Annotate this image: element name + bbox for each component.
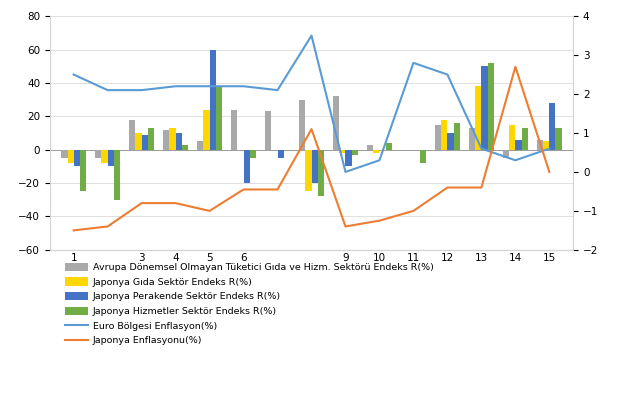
Bar [176, 133, 182, 150]
Bar [299, 100, 305, 150]
Japonya Enflasyonu(%) [410, 208, 417, 213]
Bar [475, 86, 482, 150]
Japonya Enflasyonu(%) [240, 187, 247, 192]
Bar [537, 140, 543, 150]
Bar [515, 140, 521, 150]
Bar [346, 150, 351, 166]
Legend: Avrupa Dönemsel Olmayan Tüketici Gıda ve Hizm. Sektörü Endeks R(%), Japonya Gıda: Avrupa Dönemsel Olmayan Tüketici Gıda ve… [65, 263, 434, 345]
Japonya Enflasyonu(%) [376, 218, 383, 223]
Bar [108, 150, 114, 166]
Bar [265, 111, 272, 150]
Bar [340, 150, 346, 153]
Bar [95, 150, 102, 158]
Euro Bölgesi Enflasyon(%) [104, 88, 112, 93]
Japonya Enflasyonu(%) [138, 201, 145, 206]
Bar [67, 150, 74, 163]
Japonya Enflasyonu(%) [172, 201, 179, 206]
Bar [250, 150, 256, 158]
Euro Bölgesi Enflasyon(%) [273, 88, 281, 93]
Bar [454, 123, 460, 150]
Euro Bölgesi Enflasyon(%) [546, 146, 553, 151]
Bar [441, 120, 447, 150]
Bar [318, 150, 324, 196]
Bar [102, 150, 108, 163]
Bar [503, 150, 509, 158]
Bar [244, 150, 250, 183]
Bar [216, 86, 222, 150]
Bar [556, 128, 561, 150]
Euro Bölgesi Enflasyon(%) [342, 170, 350, 174]
Bar [509, 125, 515, 150]
Euro Bölgesi Enflasyon(%) [240, 84, 247, 89]
Euro Bölgesi Enflasyon(%) [478, 146, 485, 151]
Line: Japonya Enflasyonu(%): Japonya Enflasyonu(%) [74, 67, 549, 231]
Bar [549, 103, 556, 150]
Bar [488, 63, 493, 150]
Euro Bölgesi Enflasyon(%) [172, 84, 179, 89]
Japonya Enflasyonu(%) [273, 187, 281, 192]
Bar [130, 120, 135, 150]
Bar [209, 50, 216, 150]
Bar [312, 150, 318, 183]
Euro Bölgesi Enflasyon(%) [308, 33, 315, 38]
Euro Bölgesi Enflasyon(%) [444, 72, 451, 77]
Bar [141, 135, 148, 150]
Bar [543, 141, 549, 150]
Bar [74, 150, 80, 166]
Bar [169, 128, 176, 150]
Bar [435, 125, 441, 150]
Japonya Enflasyonu(%) [511, 64, 519, 69]
Japonya Enflasyonu(%) [478, 185, 485, 190]
Bar [182, 145, 188, 150]
Japonya Enflasyonu(%) [104, 224, 112, 229]
Euro Bölgesi Enflasyon(%) [70, 72, 77, 77]
Bar [367, 145, 373, 150]
Euro Bölgesi Enflasyon(%) [376, 158, 383, 163]
Bar [80, 150, 86, 191]
Bar [386, 143, 392, 150]
Japonya Enflasyonu(%) [444, 185, 451, 190]
Euro Bölgesi Enflasyon(%) [511, 158, 519, 163]
Bar [197, 141, 204, 150]
Bar [373, 150, 379, 153]
Bar [135, 133, 141, 150]
Bar [482, 66, 488, 150]
Bar [204, 110, 209, 150]
Euro Bölgesi Enflasyon(%) [138, 88, 145, 93]
Japonya Enflasyonu(%) [308, 127, 315, 131]
Bar [305, 150, 312, 191]
Euro Bölgesi Enflasyon(%) [206, 84, 213, 89]
Bar [163, 130, 169, 150]
Bar [333, 96, 340, 150]
Bar [447, 133, 454, 150]
Japonya Enflasyonu(%) [206, 208, 213, 213]
Bar [148, 128, 154, 150]
Bar [231, 110, 237, 150]
Bar [351, 150, 358, 155]
Bar [277, 150, 283, 158]
Bar [419, 150, 426, 163]
Japonya Enflasyonu(%) [546, 170, 553, 174]
Japonya Enflasyonu(%) [70, 228, 77, 233]
Bar [521, 128, 528, 150]
Line: Euro Bölgesi Enflasyon(%): Euro Bölgesi Enflasyon(%) [74, 35, 549, 172]
Bar [469, 128, 475, 150]
Bar [62, 150, 67, 158]
Euro Bölgesi Enflasyon(%) [410, 60, 417, 65]
Bar [114, 150, 120, 200]
Japonya Enflasyonu(%) [342, 224, 350, 229]
